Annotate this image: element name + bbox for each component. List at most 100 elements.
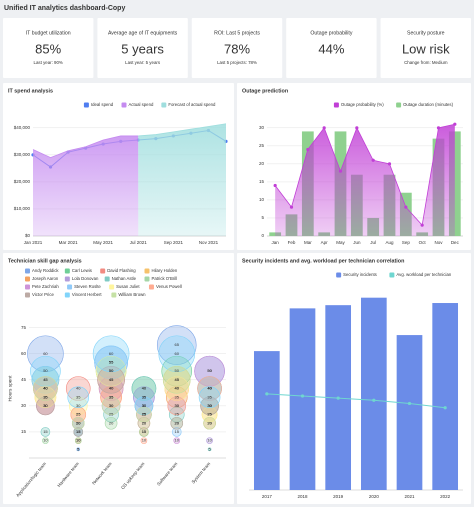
bubble-label: 40 — [207, 386, 212, 391]
bubble-label: 35 — [43, 394, 48, 399]
bubble-label: 35 — [109, 394, 114, 399]
bubble-label: 50 — [109, 368, 114, 373]
bubble-label: 40 — [43, 386, 48, 391]
y-tick-label: 10 — [259, 197, 265, 202]
legend-label: Andy Roddick — [32, 268, 59, 273]
bubble — [164, 376, 190, 401]
bubble-label: 15 — [142, 429, 147, 434]
legend-swatch — [144, 268, 150, 274]
x-tick-label: Nov 2021 — [199, 240, 219, 245]
series-line — [274, 123, 455, 227]
legend-label: Victor Price — [32, 292, 54, 297]
point — [420, 223, 424, 227]
legend-label: Joseph Aaron — [32, 276, 59, 281]
kpi-note: Last year: 90% — [34, 60, 63, 65]
bar — [253, 351, 280, 490]
bubble-label: 15 — [142, 429, 147, 434]
kpi-label: Outage probability — [310, 30, 353, 36]
bubble-label: 50 — [109, 368, 114, 373]
bubble-label: 60 — [43, 351, 48, 356]
legend-swatch — [25, 268, 30, 274]
bubble — [27, 335, 64, 373]
bubble-label: 40 — [109, 386, 114, 391]
series-line — [138, 123, 227, 137]
y-axis-title: Hours spent — [7, 375, 13, 402]
bubble-label: 65 — [175, 342, 180, 347]
bubble — [104, 416, 118, 430]
legend-swatch — [67, 284, 73, 290]
legend-swatch — [64, 292, 70, 298]
bubble — [161, 355, 193, 387]
legend-swatch — [25, 276, 30, 282]
x-tick-label: 2019 — [333, 494, 344, 499]
legend-swatch — [64, 268, 70, 274]
bubble-label: 20 — [207, 420, 212, 425]
x-tick-label: Sep 2021 — [164, 240, 184, 245]
bubble-label: 30 — [76, 403, 81, 408]
bubble — [98, 376, 124, 401]
y-tick-label: $30,000 — [14, 152, 31, 157]
bubble — [36, 396, 55, 416]
point — [355, 126, 359, 130]
bubble — [92, 335, 130, 373]
bubble — [74, 437, 82, 444]
bubble-label: 10 — [142, 438, 147, 443]
y-tick-label: 15 — [21, 429, 27, 434]
point — [443, 406, 447, 410]
bubble — [134, 396, 154, 416]
bubble — [31, 366, 60, 394]
bubble — [73, 427, 84, 437]
x-tick-label: Dec — [451, 240, 460, 245]
y-tick-label: 15 — [259, 179, 265, 184]
area-fill — [138, 123, 226, 236]
bubble-label: 20 — [207, 420, 212, 425]
bubble-label: 10 — [175, 438, 180, 443]
bubble-label: 40 — [175, 386, 180, 391]
bubble — [131, 376, 157, 401]
kpi-label: Average age of IT equipments — [108, 30, 178, 36]
kpi-label: IT budget utilization — [26, 30, 71, 36]
bubble-label: 30 — [142, 403, 147, 408]
bubble — [206, 437, 213, 444]
bubble — [71, 416, 85, 430]
bubble-label: 45 — [43, 377, 48, 382]
bubble-label: 40 — [43, 386, 48, 391]
bar — [289, 308, 316, 490]
bubble-label: 40 — [207, 386, 212, 391]
legend-label: David Flashing — [107, 268, 136, 273]
bar — [396, 335, 423, 490]
bubble — [68, 396, 88, 416]
x-tick-label: Jun — [353, 240, 361, 245]
kpi-card — [191, 18, 283, 78]
bubble — [30, 355, 61, 387]
chart-title: Technician skill gap analysis — [8, 258, 82, 264]
kpi-value: 85% — [35, 41, 61, 56]
point — [372, 398, 376, 402]
x-tick-label: Sep — [402, 240, 411, 245]
bubble — [136, 406, 152, 423]
bubble-label: 30 — [175, 403, 180, 408]
point — [336, 396, 340, 400]
legend-swatch — [109, 284, 115, 290]
bubble — [95, 355, 127, 387]
x-tick-label: Jul — [370, 240, 376, 245]
area-fill — [33, 135, 139, 236]
x-tick-label: 2022 — [440, 494, 451, 499]
bubble-label: 45 — [43, 377, 48, 382]
bubble — [67, 386, 90, 408]
legend-swatch — [389, 272, 395, 278]
bubble-label: 55 — [109, 360, 114, 365]
bubble-label: 30 — [142, 403, 147, 408]
bubble-label: 30 — [109, 403, 114, 408]
kpi-label: ROI: Last 5 projects — [214, 30, 260, 36]
bubble — [197, 376, 222, 401]
bubble — [76, 447, 81, 452]
bubble-label: 50 — [207, 368, 212, 373]
bubble-label: 15 — [76, 429, 81, 434]
point — [306, 147, 310, 152]
legend-label: William Brown — [118, 292, 146, 297]
bubble — [100, 386, 122, 408]
bubble-label: 25 — [76, 412, 81, 417]
x-tick-label: Nov — [434, 240, 443, 245]
y-tick-label: 30 — [259, 125, 265, 130]
